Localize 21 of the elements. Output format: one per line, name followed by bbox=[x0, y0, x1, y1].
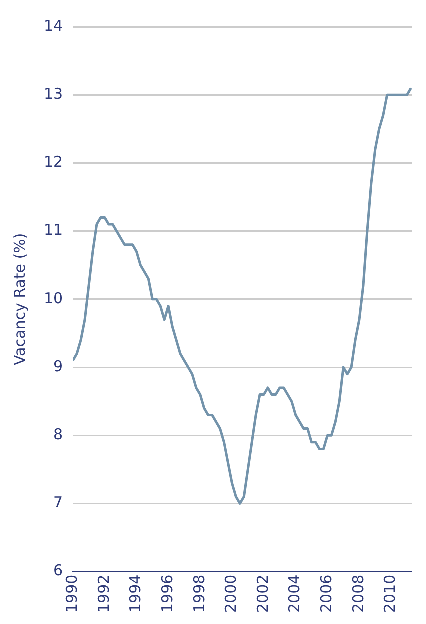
x-tick-label: 1996 bbox=[158, 574, 176, 614]
y-tick-label: 13 bbox=[44, 84, 64, 103]
x-tick-label: 1992 bbox=[94, 574, 113, 614]
x-tick-label: 1998 bbox=[190, 574, 208, 614]
x-tick-label: 1994 bbox=[126, 574, 145, 614]
y-tick-label: 6 bbox=[54, 562, 64, 580]
x-tick-label: 2010 bbox=[381, 574, 400, 614]
y-tick-label: 11 bbox=[44, 221, 64, 240]
x-tick-label: 1990 bbox=[62, 574, 81, 614]
x-tick-label: 2002 bbox=[254, 574, 272, 614]
y-tick-label: 9 bbox=[54, 357, 64, 376]
y-tick-label: 7 bbox=[54, 494, 64, 512]
x-tick-label: 2008 bbox=[349, 574, 368, 614]
y-tick-label: 8 bbox=[54, 426, 64, 444]
x-tick-label: 2006 bbox=[318, 574, 336, 614]
x-tick-label: 2000 bbox=[222, 574, 240, 614]
x-tick-label: 2004 bbox=[286, 574, 304, 614]
y-tick-label: 10 bbox=[44, 289, 64, 308]
y-tick-label: 12 bbox=[44, 153, 64, 172]
y-tick-label: 14 bbox=[44, 16, 64, 35]
y-axis-title: Vacancy Rate (%) bbox=[10, 233, 29, 366]
